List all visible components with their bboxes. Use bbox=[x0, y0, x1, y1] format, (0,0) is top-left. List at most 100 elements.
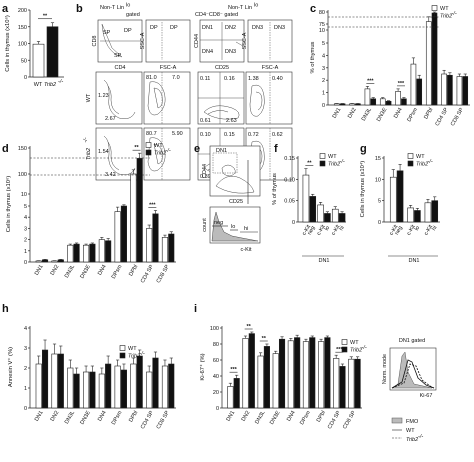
h-x-tick-label: DPsm bbox=[111, 410, 124, 426]
d-bar-ko bbox=[73, 243, 80, 263]
c-bar-wt bbox=[425, 21, 432, 106]
d-y-tick-label: 1 bbox=[24, 249, 27, 255]
g-bar-ko bbox=[396, 170, 404, 223]
c-y-tick-label: 2 bbox=[322, 78, 325, 84]
f-bar-ko bbox=[338, 213, 346, 223]
b-schematic-y-axis-label: SSC-A bbox=[242, 32, 248, 49]
b-density-contour bbox=[147, 81, 166, 116]
i-hist-x-label: Ki-67 bbox=[420, 393, 433, 399]
i-bar-ko bbox=[309, 337, 316, 409]
b-gate-value: 0.39 bbox=[200, 174, 211, 180]
c-bar-ko bbox=[447, 74, 453, 106]
h-x-tick-label: DN3L bbox=[64, 410, 76, 425]
h-x-tick-label: DN1 bbox=[34, 410, 45, 423]
i-hist-legend-wt: WT bbox=[406, 428, 415, 434]
chart-h: 0 1 2 3 4 Annexin V⁺ (%) DN1 DN2 DN3L DN3E DN4 DPsm… bbox=[7, 326, 176, 430]
g-x-tick-label: c-Kit bbox=[423, 224, 434, 237]
b-density-contour bbox=[147, 137, 166, 172]
c-bar-ko bbox=[339, 103, 346, 106]
a-bar-wt bbox=[32, 43, 45, 78]
h-bar-ko bbox=[168, 363, 175, 409]
i-bar-ko bbox=[278, 338, 286, 409]
c-x-tick-label: DN3L bbox=[361, 107, 373, 122]
b-gate-value: 2.63 bbox=[226, 118, 237, 124]
b-gate-value: 80.7 bbox=[146, 131, 157, 137]
b-schematic-y-axis-label: CD8 bbox=[92, 35, 98, 46]
h-x-tick-label: DN2 bbox=[50, 410, 61, 423]
b-gate-value: 1.23 bbox=[98, 93, 109, 99]
i-y-label: Ki-67⁺ (%) bbox=[199, 353, 206, 380]
i-sig-label: ** bbox=[262, 336, 267, 342]
i-y-tick-label: 60 bbox=[213, 358, 219, 364]
d-y-label: Cells in thymus (x10⁶) bbox=[5, 176, 12, 233]
d-legend-wt: WT bbox=[154, 143, 163, 149]
e-gate-outline bbox=[212, 152, 238, 174]
i-legend-ko-swatch bbox=[341, 346, 348, 353]
d-y-tick-label: 4 bbox=[24, 215, 27, 221]
d-legend-ko: Trib2 bbox=[154, 151, 166, 157]
b-header-left: Non-T Lin bbox=[100, 5, 124, 11]
g-bar-wt bbox=[424, 202, 432, 223]
b-gate-label: DN1 bbox=[202, 25, 213, 31]
h-bar-ko bbox=[136, 355, 143, 409]
f-x-tick-label: c-Kit bbox=[301, 224, 312, 237]
d-x-tick-label: CD8 SP bbox=[156, 264, 171, 284]
i-bar-ko bbox=[233, 378, 240, 409]
i-legend-wt-swatch bbox=[341, 339, 348, 345]
h-bar-ko bbox=[152, 357, 159, 409]
panel-label-h: h bbox=[2, 303, 9, 315]
g-bar-wt bbox=[389, 176, 397, 223]
h-y-tick-label: 3 bbox=[24, 346, 27, 352]
i-bar-wt bbox=[257, 355, 264, 409]
f-bar-wt bbox=[331, 208, 339, 223]
a-x-tick-label: WT bbox=[34, 82, 43, 88]
b-density-contour bbox=[153, 143, 163, 165]
h-legend-ko-swatch bbox=[119, 352, 126, 359]
d-y-tick-label: 10 bbox=[21, 192, 27, 198]
b-gate-label: DP bbox=[124, 28, 132, 34]
g-legend-ko-sup: -/- bbox=[428, 159, 433, 165]
b-gate-value: 0.16 bbox=[224, 76, 235, 82]
f-y-tick-label: 0.05 bbox=[284, 199, 295, 205]
i-bar-wt bbox=[272, 353, 279, 409]
h-bar-wt bbox=[83, 371, 90, 409]
g-bar-ko bbox=[431, 200, 439, 223]
b-density-contour bbox=[203, 105, 240, 120]
a-sig-label: ** bbox=[43, 14, 48, 20]
b-flow-plot-frame bbox=[95, 127, 143, 181]
c-x-tick-label: CD4 SP bbox=[435, 107, 450, 127]
d-bar-wt bbox=[130, 173, 137, 263]
d-bar-wt bbox=[51, 260, 58, 263]
h-x-tick-label: DPbl bbox=[128, 410, 139, 423]
b-gate-label: DP bbox=[150, 25, 158, 31]
i-x-tick-label: CD4 SP bbox=[327, 410, 342, 430]
c-legend-ko-sup: -/- bbox=[452, 11, 457, 17]
d-x-tick-label: DN4 bbox=[97, 264, 108, 277]
b-gate-value: 0.72 bbox=[248, 132, 259, 138]
i-bar-ko bbox=[324, 337, 331, 409]
d-x-tick-label: DN3L bbox=[64, 264, 76, 279]
d-x-tick-label: CD4 SP bbox=[140, 264, 155, 284]
b-gate-label: DN4 bbox=[202, 49, 213, 55]
f-y-tick-label: 0.15 bbox=[284, 156, 295, 162]
h-bar-wt bbox=[35, 363, 42, 409]
i-bar-wt bbox=[333, 358, 340, 409]
h-bar-ko bbox=[89, 371, 96, 409]
b-gate-value: 0.11 bbox=[200, 76, 210, 82]
b-gate-label: SP bbox=[103, 30, 111, 36]
f-x-tick-label: c-Kit bbox=[331, 224, 342, 237]
b-gate-value: 2.67 bbox=[105, 116, 116, 122]
d-x-tick-label: DPsm bbox=[111, 264, 124, 280]
i-y-tick-label: 20 bbox=[213, 390, 219, 396]
c-bar-ko bbox=[401, 98, 407, 106]
b-header-right: Non-T Lin bbox=[228, 5, 252, 11]
d-legend-wt-swatch bbox=[145, 142, 152, 148]
h-bar-wt bbox=[130, 363, 137, 409]
b-density-contour bbox=[107, 141, 120, 171]
h-y-tick-label: 1 bbox=[24, 386, 27, 392]
d-sig-label: ** bbox=[134, 145, 139, 151]
c-bar-wt bbox=[441, 73, 447, 106]
e-density-contour bbox=[215, 176, 255, 194]
e-x-axis-label: CD25 bbox=[229, 199, 243, 205]
c-bar-wt bbox=[364, 88, 371, 106]
